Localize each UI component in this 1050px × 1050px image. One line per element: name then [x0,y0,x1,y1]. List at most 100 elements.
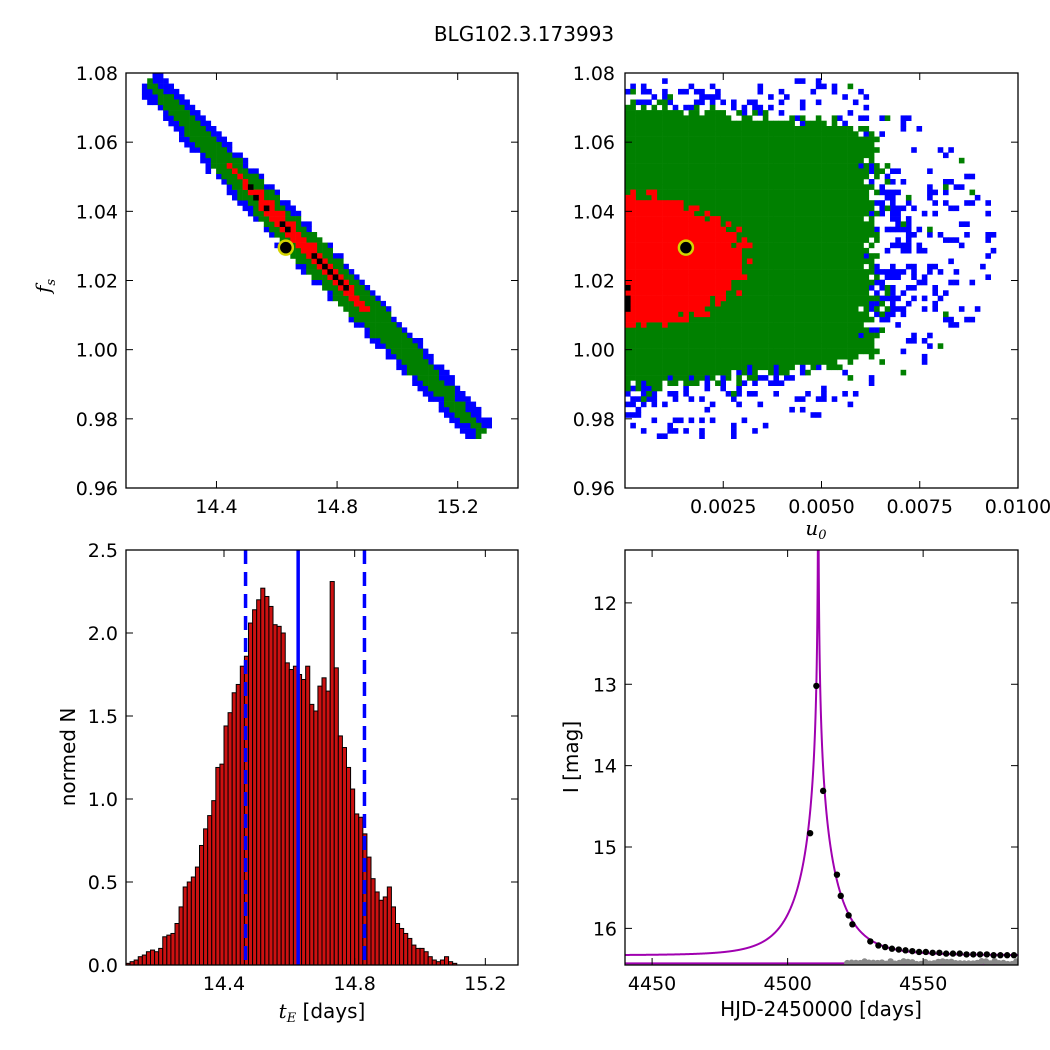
density-cell-red [683,232,689,238]
density-cell-red [715,258,721,265]
density-cell-green [847,258,854,265]
density-cell-green [837,194,843,201]
density-cell-blue [884,194,891,201]
density-cell-green [475,433,482,439]
density-cell-green [406,359,413,365]
density-cell-red [678,226,684,233]
density-cell-green [157,88,164,95]
density-cell-green [704,141,711,148]
density-cell-green [163,99,169,106]
density-cell-green [380,332,386,339]
histogram-bar [362,833,368,966]
density-cell-green [789,290,795,296]
density-cell-red [651,205,658,212]
density-cell-blue [789,406,795,413]
density-cell-green [847,274,854,280]
density-cell-red [746,258,753,265]
density-cell-blue [640,99,647,106]
density-cell-green [672,168,679,174]
density-cell-red [640,285,647,291]
density-cell-blue [916,279,923,286]
density-cell-blue [736,391,742,397]
density-cell-green [842,290,848,296]
density-cell-green [847,126,854,132]
density-cell-green [625,104,631,111]
density-cell-green [847,200,854,206]
density-cell-blue [470,412,477,418]
density-cell-green [842,179,848,185]
density-cell-blue [932,285,938,291]
density-cell-green [693,327,700,333]
density-cell-red [741,242,748,249]
density-cell-green [678,147,684,153]
density-cell-blue [879,205,885,212]
density-cell-blue [895,226,901,233]
density-cell-blue [964,316,970,323]
density-cell-green [852,141,859,148]
density-cell-blue [784,94,790,100]
density-cell-green [699,343,705,349]
density-cell-green [789,353,795,360]
density-cell-red [640,226,647,233]
density-cell-red [640,316,647,323]
x-tick-label: 14.8 [316,496,358,518]
density-cell-green [858,311,864,318]
density-cell-blue [327,242,333,249]
density-cell-green [163,94,169,100]
density-cell-green [768,332,774,339]
density-cell-red [625,216,631,222]
density-cell-blue [773,375,779,381]
density-cell-green [789,120,795,127]
density-cell-green [858,157,864,164]
density-cell-blue [184,141,190,148]
density-cell-green [773,210,779,217]
density-cell-green [736,380,742,386]
density-cell-green [837,327,843,333]
density-cell-blue [693,88,700,95]
density-cell-red [274,221,280,227]
density-cell-green [799,247,806,254]
density-cell-green [311,263,318,270]
density-cell-green [778,279,785,286]
density-cell-green [635,163,642,169]
density-cell-green [831,194,838,201]
density-cell-green [401,353,408,360]
density-cell-green [826,322,832,328]
density-cell-green [852,168,859,174]
density-cell-blue [943,290,949,296]
density-cell-green [709,205,716,212]
density-cell-green [662,104,668,111]
histogram-bar [288,669,294,966]
density-cell-red [656,279,663,286]
density-cell-green [741,359,748,365]
density-cell-blue [438,375,445,381]
density-cell-green [746,163,753,169]
density-cell-green [831,242,838,249]
density-cell-green [746,221,753,227]
density-cell-green [868,316,875,323]
density-cell-blue [969,279,976,286]
density-cell-green [752,126,758,132]
density-cell-blue [884,311,891,318]
density-cell-green [688,179,695,185]
histogram-bar [354,813,360,966]
density-cell-black [322,263,328,270]
density-cell-green [784,163,790,169]
density-cell-green [831,279,838,286]
density-cell-red [683,258,689,265]
density-cell-green [752,152,758,159]
density-cell-green [884,115,891,121]
density-cell-green [805,163,811,169]
density-cell-green [837,247,843,254]
density-cell-blue [799,78,806,84]
density-cell-green [699,200,705,206]
density-cell-blue [905,300,912,307]
density-cell-green [784,126,790,132]
density-cell-green [794,327,801,333]
density-cell-green [295,226,302,233]
density-cell-green [683,147,689,153]
density-cell-green [640,327,647,333]
density-cell-green [704,110,711,116]
density-cell-green [359,285,365,291]
